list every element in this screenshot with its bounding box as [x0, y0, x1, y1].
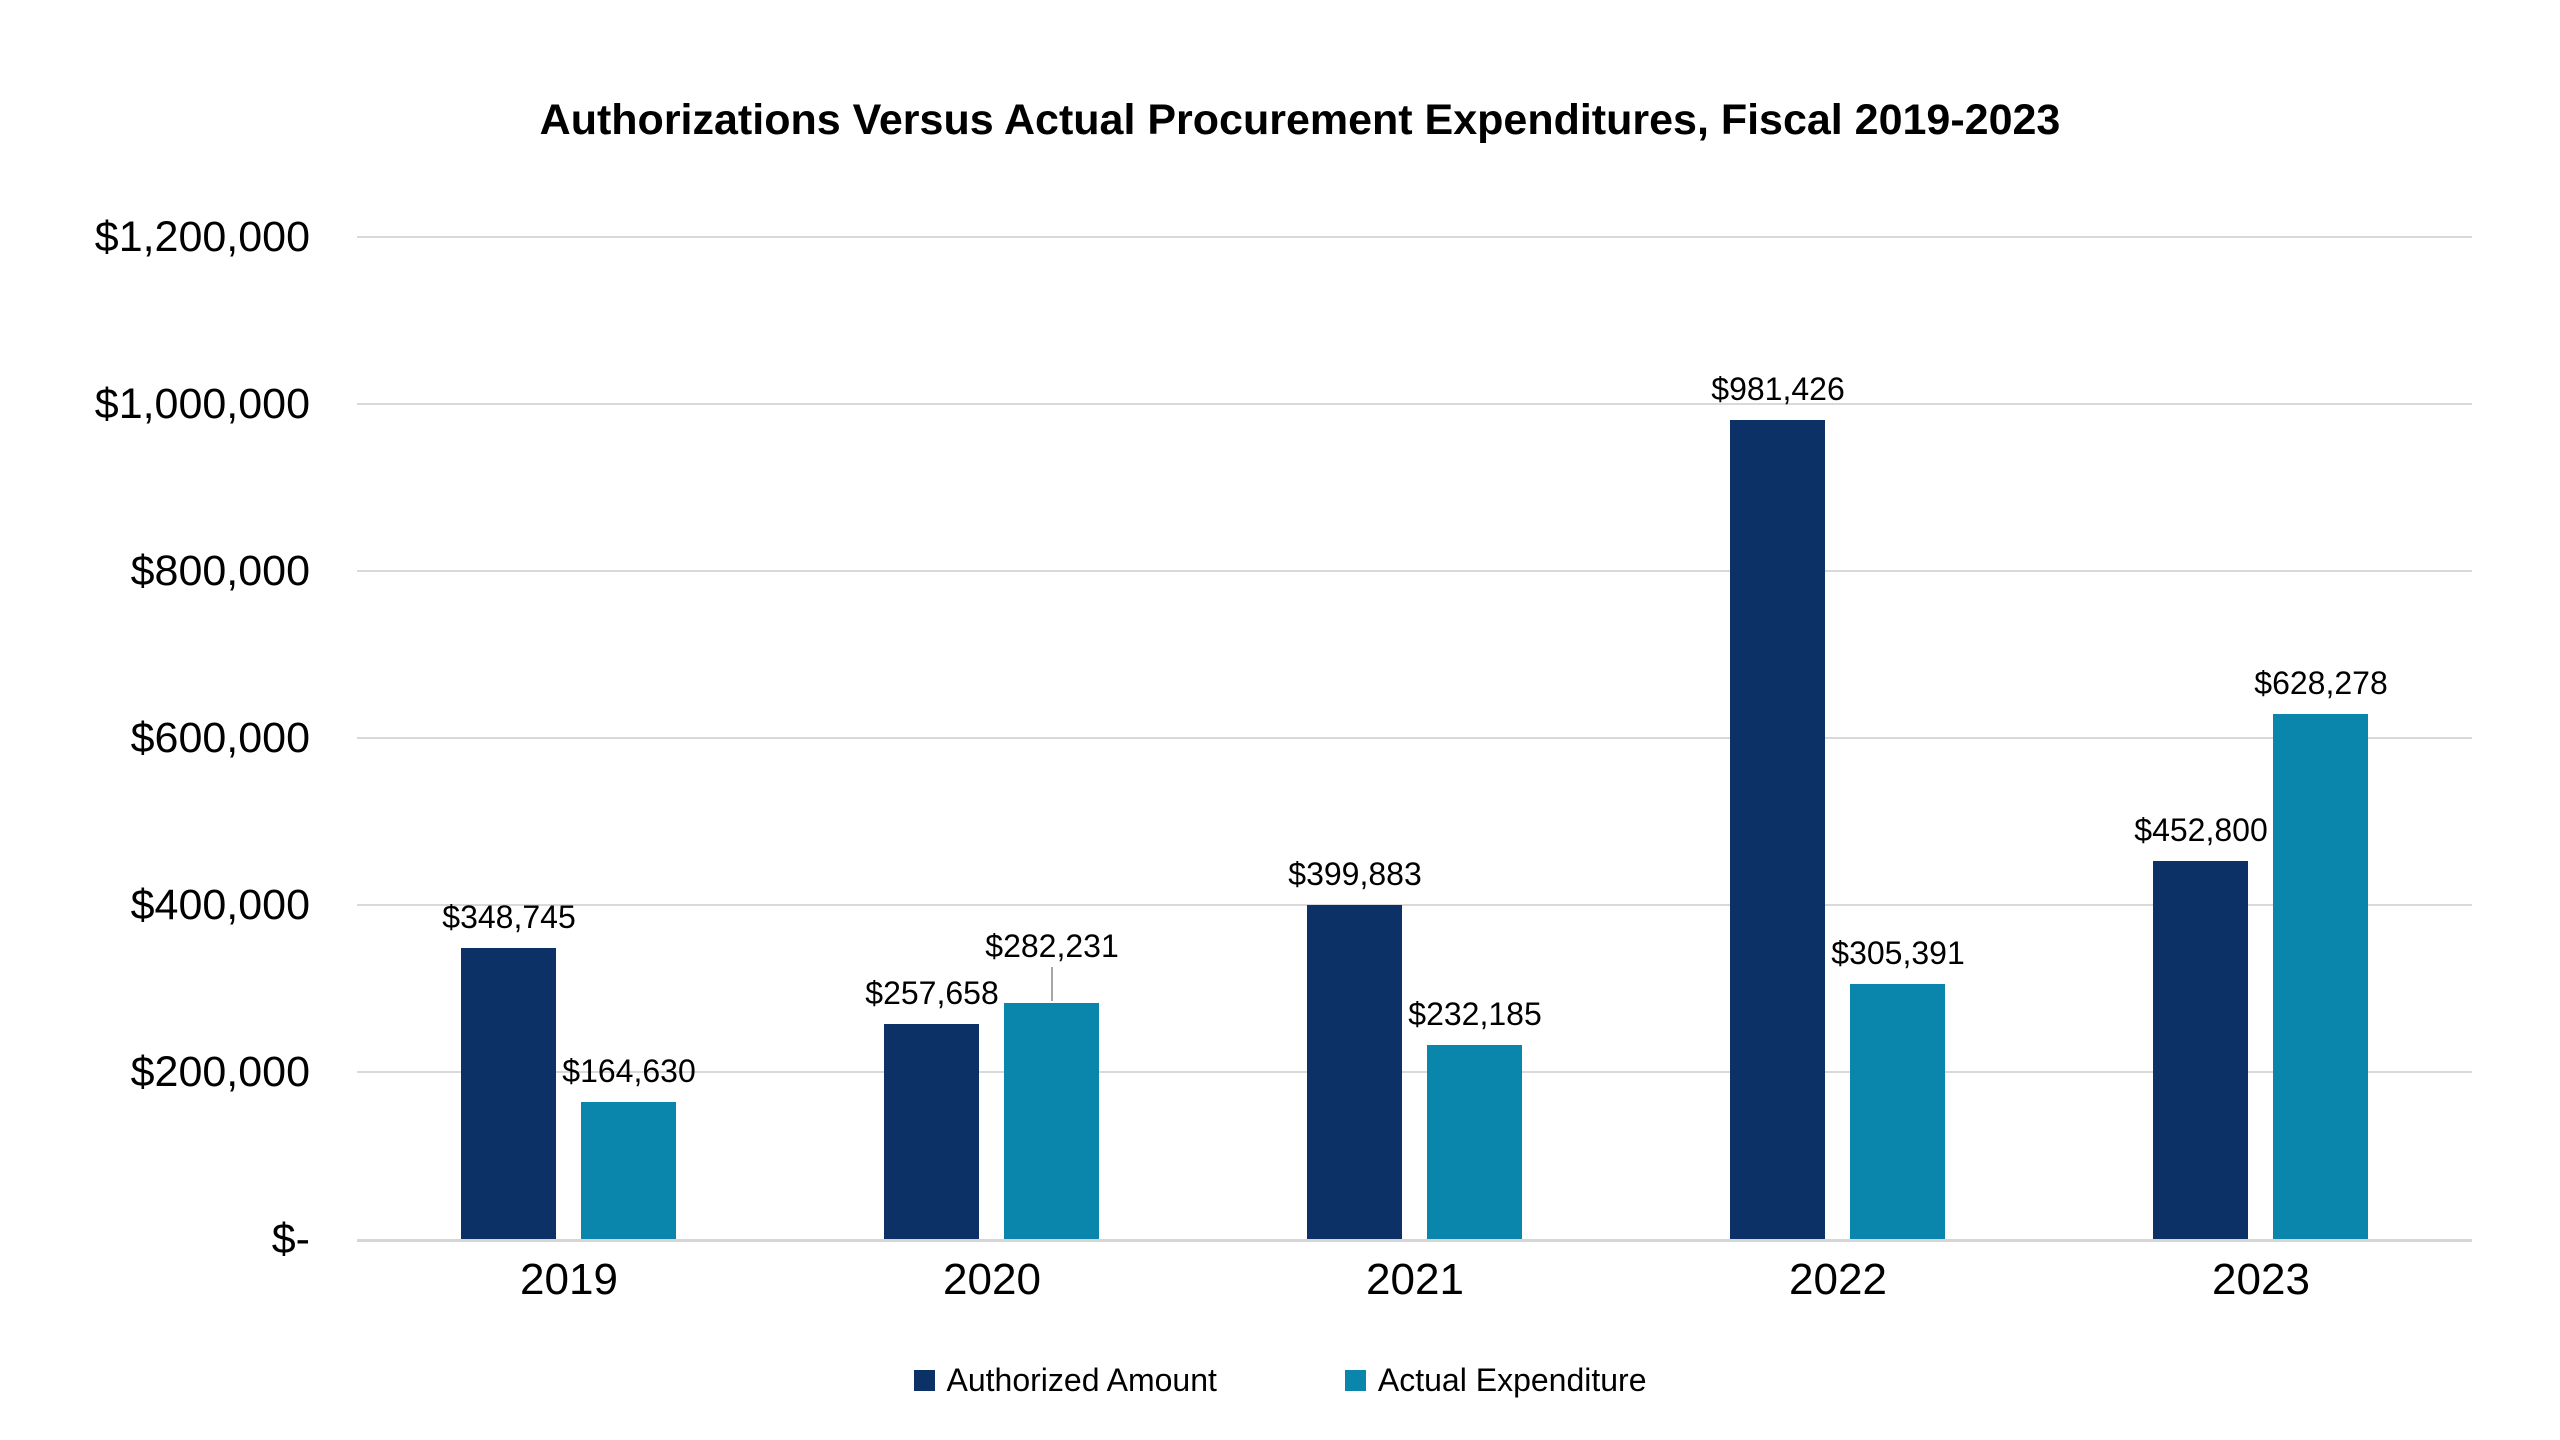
bar-label-authorized-amount-2021: $399,883: [1288, 856, 1422, 892]
gridline: [357, 236, 2472, 238]
bar-actual-expenditure-2022: [1850, 984, 1945, 1239]
bar-label-actual-expenditure-2022: $305,391: [1831, 935, 1965, 971]
y-tick-label--600-000: $600,000: [130, 714, 310, 762]
bar-label-authorized-amount-2022: $981,426: [1711, 371, 1845, 407]
bar-label-authorized-amount-2020: $257,658: [865, 975, 999, 1011]
x-tick-label-2019: 2019: [520, 1255, 618, 1304]
bar-actual-expenditure-2021: [1427, 1045, 1522, 1239]
gridline: [357, 403, 2472, 405]
gridline: [357, 904, 2472, 906]
x-tick-label-2021: 2021: [1366, 1255, 1464, 1304]
bar-authorized-amount-2020: [884, 1024, 979, 1239]
legend-swatch-authorized-amount: [913, 1369, 935, 1391]
y-tick-label--1-200-000: $1,200,000: [94, 213, 310, 261]
bar-authorized-amount-2022: [1730, 420, 1825, 1239]
bar-label-authorized-amount-2019: $348,745: [442, 899, 576, 935]
y-tick-label--400-000: $400,000: [130, 881, 310, 929]
y-tick-label--200-000: $200,000: [130, 1048, 310, 1096]
bar-label-authorized-amount-2023: $452,800: [2134, 812, 2268, 848]
legend-label-actual-expenditure: Actual Expenditure: [1377, 1362, 1647, 1398]
bar-actual-expenditure-2020: [1004, 1003, 1099, 1239]
bar-authorized-amount-2019: [461, 948, 556, 1239]
legend-item-authorized-amount: Authorized Amount: [913, 1361, 1217, 1399]
gridline: [357, 737, 2472, 739]
legend-swatch-actual-expenditure: [1344, 1369, 1366, 1391]
bar-authorized-amount-2021: [1307, 905, 1402, 1239]
bar-label-actual-expenditure-2023: $628,278: [2254, 665, 2388, 701]
bar-label-actual-expenditure-2020: $282,231: [985, 928, 1119, 964]
plot-area: [357, 236, 2472, 1242]
bar-actual-expenditure-2019: [581, 1102, 676, 1239]
legend: Authorized Amount Actual Expenditure: [0, 1352, 2560, 1408]
x-tick-label-2023: 2023: [2212, 1255, 2310, 1304]
bar-actual-expenditure-2023: [2273, 714, 2368, 1239]
x-tick-label-2022: 2022: [1789, 1255, 1887, 1304]
bar-label-actual-expenditure-2019: $164,630: [562, 1053, 696, 1089]
chart-title: Authorizations Versus Actual Procurement…: [539, 96, 2061, 144]
bar-authorized-amount-2023: [2153, 861, 2248, 1239]
gridline: [357, 1071, 2472, 1073]
x-tick-label-2020: 2020: [943, 1255, 1041, 1304]
y-tick-label--1-000-000: $1,000,000: [94, 380, 310, 428]
bar-label-actual-expenditure-2021: $232,185: [1408, 996, 1542, 1032]
gridline: [357, 570, 2472, 572]
data-label-leader-line-2020: [1051, 967, 1053, 1001]
y-tick-label--: $-: [271, 1215, 310, 1263]
legend-item-actual-expenditure: Actual Expenditure: [1344, 1361, 1647, 1399]
y-tick-label--800-000: $800,000: [130, 547, 310, 595]
legend-label-authorized-amount: Authorized Amount: [946, 1362, 1217, 1398]
